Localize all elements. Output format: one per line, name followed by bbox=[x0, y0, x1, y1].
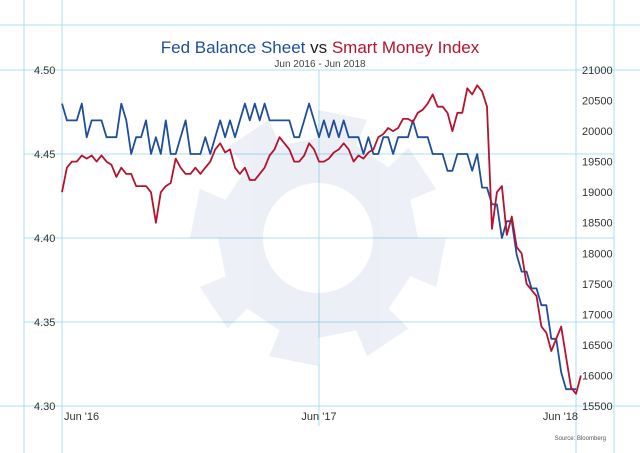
chart-subtitle: Jun 2016 - Jun 2018 bbox=[274, 59, 366, 70]
x-axis: Jun '16 Jun '17 Jun '18 bbox=[64, 411, 578, 423]
right-tick-label: 19500 bbox=[582, 157, 613, 169]
right-tick-label: 17000 bbox=[582, 309, 613, 321]
watermark-gear-icon bbox=[190, 110, 446, 366]
left-axis: 4.50 4.45 4.40 4.35 4.30 bbox=[34, 65, 55, 413]
series-lines bbox=[61, 84, 582, 395]
gear-shape bbox=[190, 110, 446, 366]
right-tick-label: 21000 bbox=[582, 65, 613, 77]
title-vs: vs bbox=[305, 38, 331, 57]
title-part-smi: Smart Money Index bbox=[332, 38, 480, 57]
title-part-fed: Fed Balance Sheet bbox=[161, 38, 306, 57]
right-tick-label: 15500 bbox=[582, 401, 613, 413]
right-tick-label: 16500 bbox=[582, 340, 613, 352]
x-tick-label: Jun '18 bbox=[543, 411, 578, 423]
series-line-smart-money-index bbox=[61, 84, 582, 395]
right-tick-label: 20500 bbox=[582, 96, 613, 108]
x-tick-label: Jun '16 bbox=[64, 411, 99, 423]
left-tick-label: 4.45 bbox=[34, 149, 55, 161]
chart-title: Fed Balance Sheet vs Smart Money Index bbox=[161, 38, 480, 57]
right-tick-label: 17500 bbox=[582, 279, 613, 291]
left-tick-label: 4.40 bbox=[34, 233, 55, 245]
right-axis: 21000 20500 20000 19500 19000 18500 18000 17500… bbox=[582, 65, 613, 413]
x-tick-label: Jun '17 bbox=[301, 411, 336, 423]
right-tick-label: 19000 bbox=[582, 187, 613, 199]
left-tick-label: 4.50 bbox=[34, 65, 55, 77]
source-note: Source: Bloomberg bbox=[555, 436, 606, 442]
left-tick-label: 4.35 bbox=[34, 317, 55, 329]
right-tick-label: 18500 bbox=[582, 218, 613, 230]
gear-hole bbox=[263, 183, 373, 293]
right-tick-label: 16000 bbox=[582, 370, 613, 382]
right-tick-label: 18000 bbox=[582, 248, 613, 260]
left-tick-label: 4.30 bbox=[34, 401, 55, 413]
right-tick-label: 20000 bbox=[582, 126, 613, 138]
